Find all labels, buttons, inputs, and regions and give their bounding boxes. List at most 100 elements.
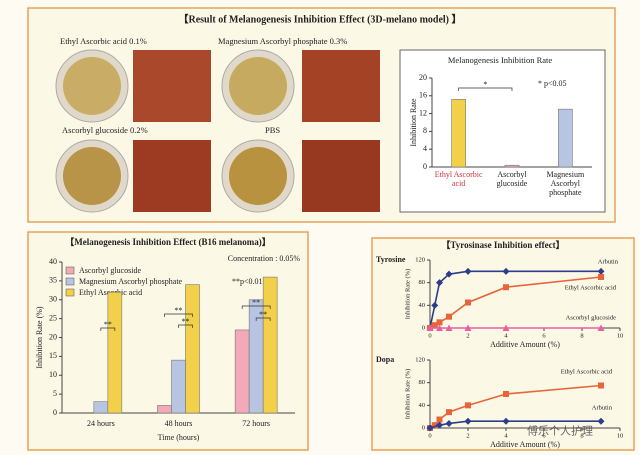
point bbox=[502, 417, 510, 425]
point bbox=[597, 267, 605, 275]
legend-swatch bbox=[65, 266, 75, 275]
micrograph bbox=[302, 140, 380, 212]
panel-title: 【Tyrosinase Inhibition effect】 bbox=[441, 240, 564, 250]
y-tick-label: 40 bbox=[419, 302, 426, 309]
x-axis-label: Additive Amount (%) bbox=[490, 440, 560, 449]
y-tick-label: 4 bbox=[423, 144, 427, 153]
significance-label: ** bbox=[175, 306, 183, 315]
x-tick-label: 0 bbox=[428, 432, 431, 439]
point bbox=[431, 301, 439, 309]
y-tick-label: 20 bbox=[419, 73, 427, 82]
significance-label: ** bbox=[259, 310, 267, 319]
x-tick-label: 2 bbox=[466, 432, 469, 439]
p-note: **p<0.01 bbox=[232, 277, 263, 286]
tissue bbox=[229, 147, 287, 205]
legend-label: Ascorbyl glucoside bbox=[79, 266, 141, 275]
bar bbox=[185, 284, 200, 414]
point bbox=[464, 267, 472, 275]
point bbox=[503, 284, 509, 291]
y-tick-label: 30 bbox=[49, 295, 57, 304]
bar bbox=[558, 108, 573, 168]
point bbox=[436, 421, 443, 429]
tissue bbox=[63, 147, 121, 205]
y-tick-label: 20 bbox=[49, 332, 57, 341]
bar bbox=[451, 99, 466, 168]
x-tick-label: 8 bbox=[580, 332, 583, 339]
point bbox=[431, 422, 438, 429]
bar bbox=[171, 359, 186, 414]
point bbox=[503, 391, 509, 397]
chart-subtitle: Concentration : 0.05% bbox=[228, 254, 301, 263]
point bbox=[436, 279, 443, 287]
y-tick-label: 0 bbox=[422, 424, 425, 431]
series-label: Arbutin bbox=[592, 404, 613, 411]
significance-bracket bbox=[178, 324, 193, 328]
legend-swatch bbox=[65, 277, 75, 286]
y-tick-label: 0 bbox=[53, 408, 57, 417]
x-tick-label: Ascorbyl glucoside bbox=[496, 170, 528, 188]
p-note: * p<0.05 bbox=[538, 79, 567, 88]
y-tick-label: 0 bbox=[423, 162, 427, 171]
x-tick-label: 48 hours bbox=[165, 419, 193, 428]
panel-title: 【Result of Melanogenesis Inhibition Effe… bbox=[178, 12, 461, 25]
point bbox=[598, 382, 604, 389]
point bbox=[445, 324, 453, 331]
x-tick-label: 6 bbox=[542, 432, 546, 439]
legend-label: Magnesium Ascorbyl phosphate bbox=[79, 277, 183, 286]
x-tick-label: 4 bbox=[504, 332, 508, 339]
significance-bracket bbox=[100, 327, 116, 331]
tissue bbox=[63, 57, 121, 115]
y-axis-label: Inhibition Rate (%) bbox=[404, 369, 411, 420]
y-tick-label: 12 bbox=[419, 108, 427, 117]
point bbox=[426, 424, 434, 432]
x-tick-label: 4 bbox=[504, 432, 508, 439]
y-tick-label: 25 bbox=[49, 313, 57, 322]
point bbox=[464, 324, 472, 331]
point bbox=[436, 319, 443, 326]
photos bbox=[55, 49, 380, 213]
x-tick-label: Magnesium Ascorbyl phosphate bbox=[546, 170, 585, 197]
point bbox=[597, 324, 605, 331]
y-tick-label: 16 bbox=[419, 91, 427, 100]
y-tick-label: 8 bbox=[423, 126, 427, 135]
significance-label: ** bbox=[182, 317, 190, 326]
x-tick-label: 24 hours bbox=[87, 419, 115, 428]
point bbox=[446, 409, 452, 416]
significance-bracket bbox=[458, 87, 513, 91]
point bbox=[464, 417, 472, 425]
y-axis-label: Inhibition Rate (%) bbox=[404, 269, 411, 320]
photo-label: Magnesium Ascorbyl phosphate 0.3% bbox=[218, 36, 347, 46]
bar bbox=[262, 276, 278, 414]
x-tick-label: 0 bbox=[428, 332, 431, 339]
point bbox=[431, 322, 438, 329]
point bbox=[445, 419, 453, 427]
bar bbox=[157, 405, 172, 414]
x-tick-label: 2 bbox=[466, 332, 469, 339]
bar bbox=[107, 291, 123, 414]
point bbox=[436, 416, 443, 423]
legend-swatch bbox=[65, 288, 75, 297]
y-tick-label: 5 bbox=[53, 389, 57, 398]
point bbox=[446, 313, 452, 320]
point bbox=[502, 267, 510, 275]
significance-bracket bbox=[255, 317, 271, 321]
y-axis-label: Inhibition Rate bbox=[409, 98, 418, 147]
x-tick-label: 72 hours bbox=[242, 419, 270, 428]
chart-title: Dopa bbox=[376, 355, 394, 364]
series-label: Arbutin bbox=[598, 258, 619, 265]
x-tick-label: Ethyl Ascorbic acid bbox=[434, 170, 483, 188]
chart-title: Melanogenesis Inhibition Rate bbox=[448, 55, 553, 65]
x-axis-label: Time (hours) bbox=[158, 433, 200, 442]
chart-title: 【Melanogenesis Inhibition Effect (B16 me… bbox=[65, 237, 271, 247]
series-label: Ethyl Ascorbic acid bbox=[565, 284, 617, 291]
x-tick-label: 6 bbox=[542, 332, 546, 339]
point bbox=[426, 324, 434, 331]
bar bbox=[504, 164, 520, 168]
bar bbox=[93, 401, 109, 414]
photo-label: PBS bbox=[265, 125, 280, 135]
y-tick-label: 120 bbox=[415, 256, 425, 263]
point bbox=[465, 299, 471, 306]
y-tick-label: 40 bbox=[419, 402, 426, 409]
